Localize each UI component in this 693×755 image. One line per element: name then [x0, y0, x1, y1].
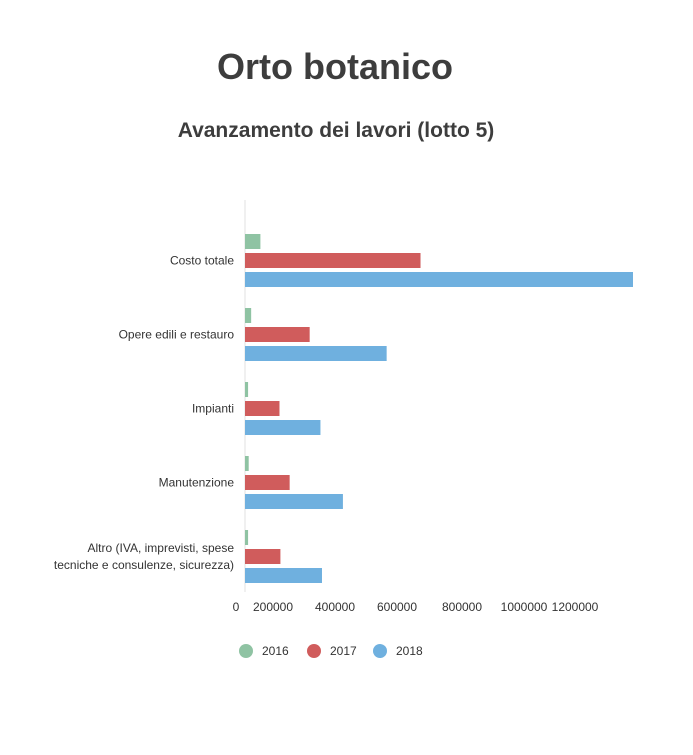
category-label: tecniche e consulenze, sicurezza)	[54, 558, 234, 572]
legend-label-2016: 2016	[262, 644, 289, 658]
bar-2017-3	[245, 475, 290, 490]
chart-subtitle: Avanzamento dei lavori (lotto 5)	[177, 119, 495, 142]
x-tick-label: 600000	[377, 600, 417, 614]
bar-2016-0	[245, 234, 261, 249]
bar-2017-1	[245, 327, 310, 342]
category-labels: Costo totale Opere edili e restauro Impian…	[54, 254, 234, 573]
bar-2017-4	[245, 549, 281, 564]
bar-2016-4	[245, 530, 249, 545]
legend: 2016 2017 2018	[239, 644, 423, 658]
x-tick-label: 200000	[253, 600, 293, 614]
legend-marker-2016	[239, 644, 253, 658]
bar-2018-1	[245, 346, 387, 361]
x-tick-label: 1200000	[552, 600, 599, 614]
x-tick-label: 400000	[315, 600, 355, 614]
bar-2018-0	[245, 272, 633, 287]
x-tick-labels: 0 200000 400000 600000 800000 1000000 1200000	[233, 600, 599, 614]
legend-marker-2018	[373, 644, 387, 658]
bar-2017-0	[245, 253, 421, 268]
category-label: Altro (IVA, imprevisti, spese	[88, 541, 235, 555]
category-label: Costo totale	[170, 254, 234, 268]
legend-label-2018: 2018	[396, 644, 423, 658]
bar-2017-2	[245, 401, 280, 416]
category-label: Opere edili e restauro	[119, 328, 235, 342]
legend-label-2017: 2017	[330, 644, 357, 658]
x-tick-label: 800000	[442, 600, 482, 614]
category-label: Impianti	[192, 402, 234, 416]
chart-title: Orto botanico	[217, 46, 453, 87]
bars-layer	[245, 234, 633, 583]
x-tick-label: 1000000	[501, 600, 548, 614]
bar-2016-3	[245, 456, 249, 471]
category-label: Manutenzione	[159, 476, 235, 490]
legend-marker-2017	[307, 644, 321, 658]
bar-2016-1	[245, 308, 252, 323]
x-tick-label: 0	[233, 600, 240, 614]
bar-2016-2	[245, 382, 249, 397]
bar-2018-4	[245, 568, 322, 583]
bar-2018-2	[245, 420, 321, 435]
bar-2018-3	[245, 494, 343, 509]
